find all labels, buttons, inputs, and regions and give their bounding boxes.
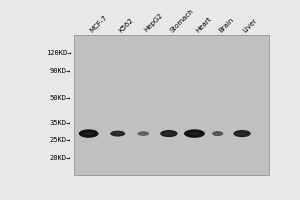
Ellipse shape [189,132,200,135]
Text: 50KD→: 50KD→ [50,95,71,101]
Text: 35KD→: 35KD→ [50,120,71,126]
Ellipse shape [110,131,125,137]
Text: HepG2: HepG2 [143,12,164,33]
Text: Brain: Brain [218,16,235,33]
Ellipse shape [79,129,98,138]
Ellipse shape [237,132,247,135]
Ellipse shape [114,133,122,135]
Ellipse shape [212,131,223,136]
Ellipse shape [160,130,178,137]
Text: 25KD→: 25KD→ [50,137,71,143]
Text: Heart: Heart [194,15,212,33]
Ellipse shape [184,129,205,138]
Text: 20KD→: 20KD→ [50,155,71,161]
Bar [74,35,269,175]
Text: MCF-7: MCF-7 [89,14,108,33]
Text: Stomach: Stomach [169,7,195,33]
Text: 90KD→: 90KD→ [50,68,71,74]
Ellipse shape [233,130,251,137]
Text: 120KD→: 120KD→ [46,50,71,56]
Ellipse shape [83,132,94,135]
Text: Liver: Liver [242,17,259,33]
Ellipse shape [214,133,221,134]
Ellipse shape [137,131,149,136]
Ellipse shape [140,133,146,134]
Ellipse shape [164,132,174,135]
Text: K562: K562 [118,16,134,33]
